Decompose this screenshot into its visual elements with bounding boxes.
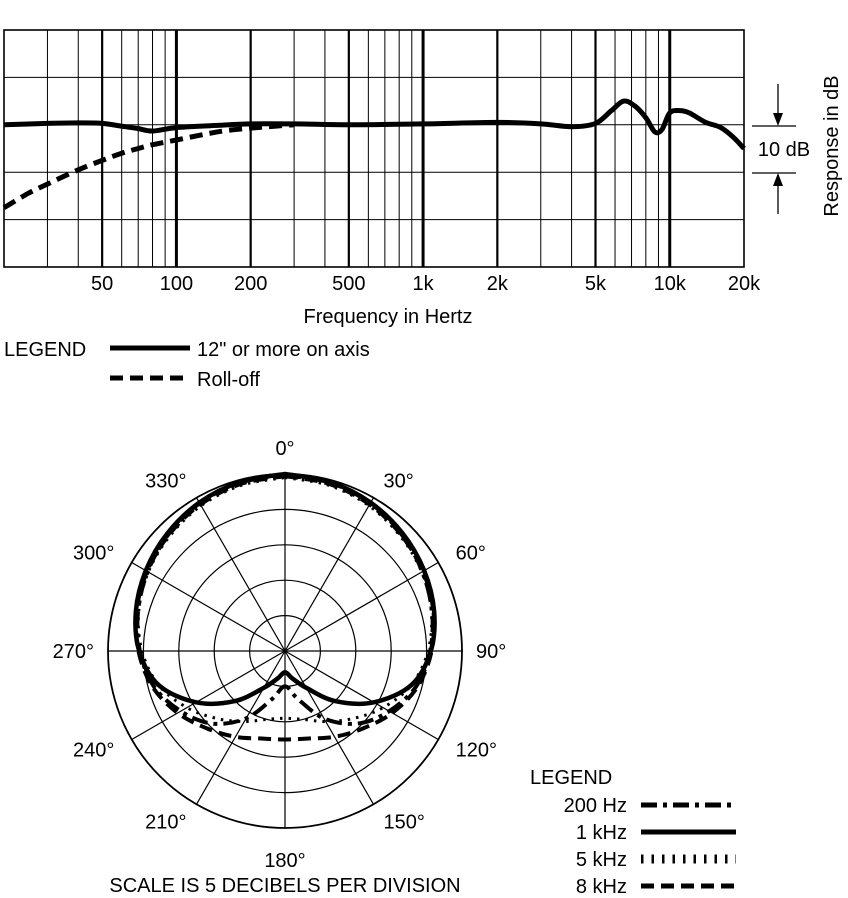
- fr-x-tick-label: 10k: [654, 273, 687, 295]
- fr-x-tick-label: 200: [234, 273, 267, 295]
- fr-series-lines: [2, 98, 746, 210]
- polar-angle-label: 30°: [384, 470, 414, 492]
- fr-x-tick-labels: 50 100 200 500 1k 2k 5k 10k 20k: [91, 273, 761, 295]
- polar-spoke: [131, 650, 286, 741]
- fr-legend-label-solid: 12" or more on axis: [197, 339, 370, 361]
- polar-legend-label: 8 kHz: [576, 876, 627, 898]
- polar-angle-label: 210°: [145, 812, 186, 834]
- fr-x-tick-label: 1k: [413, 273, 435, 295]
- polar-angle-label: 90°: [476, 641, 506, 663]
- polar-angle-labels: 0° 30° 60° 90° 120° 150° 180° 210° 240° 270° 300° 3…: [53, 438, 507, 872]
- polar-spoke: [284, 650, 439, 741]
- polar-legend-label: 200 Hz: [564, 795, 627, 817]
- polar-angle-label: 120°: [456, 740, 497, 762]
- polar-angle-label: 270°: [53, 641, 94, 663]
- polar-spoke: [131, 561, 286, 652]
- fr-legend-label-dashed: Roll-off: [197, 369, 260, 391]
- fr-legend: LEGEND 12" or more on axis Roll-off: [4, 339, 370, 391]
- fr-grid: [4, 30, 744, 267]
- fr-scale-label: 10 dB: [758, 139, 810, 161]
- polar-grid: [107, 473, 463, 829]
- fr-x-tick-label: 50: [91, 273, 113, 295]
- polar-series-lines: [133, 471, 437, 742]
- polar-angle-label: 150°: [384, 812, 425, 834]
- fr-plot-border: [3, 29, 745, 268]
- polar-angle-label: 240°: [73, 740, 114, 762]
- polar-series-line: [133, 471, 437, 706]
- polar-angle-label: 300°: [73, 543, 114, 565]
- polar-pattern-chart: 0° 30° 60° 90° 120° 150° 180° 210° 240° 270° 300° 3…: [53, 438, 736, 898]
- fr-x-tick-label: 100: [160, 273, 193, 295]
- polar-angle-label: 0°: [275, 438, 294, 460]
- fr-series-line-on-axis: [3, 98, 746, 151]
- fr-y-axis-label: Response in dB: [821, 75, 843, 216]
- polar-legend-title: LEGEND: [530, 767, 612, 789]
- polar-spoke: [195, 650, 286, 805]
- fr-series-line-roll-off: [2, 122, 295, 210]
- polar-spoke: [195, 497, 286, 652]
- polar-legend: LEGEND 200 Hz 1 kHz 5 kHz 8 kHz: [530, 767, 736, 898]
- polar-angle-label: 330°: [145, 470, 186, 492]
- fr-scale-bracket: 10 dB: [752, 84, 810, 214]
- fr-x-axis-label: Frequency in Hertz: [304, 306, 473, 328]
- fr-x-tick-label: 20k: [728, 273, 761, 295]
- polar-spoke: [284, 650, 375, 805]
- fr-x-tick-label: 2k: [487, 273, 509, 295]
- polar-spoke: [284, 497, 375, 652]
- polar-legend-label: 1 kHz: [576, 822, 627, 844]
- polar-legend-label: 5 kHz: [576, 849, 627, 871]
- fr-x-tick-label: 5k: [585, 273, 607, 295]
- polar-angle-label: 180°: [264, 850, 305, 872]
- fr-legend-title: LEGEND: [4, 339, 86, 361]
- polar-angle-label: 60°: [456, 543, 486, 565]
- polar-scale-note: SCALE IS 5 DECIBELS PER DIVISION: [109, 875, 460, 897]
- polar-spoke: [284, 561, 439, 652]
- polar-series-line: [133, 474, 437, 742]
- frequency-response-chart: 50 100 200 500 1k 2k 5k 10k 20k Frequency in Her…: [2, 29, 843, 391]
- fr-x-tick-label: 500: [332, 273, 365, 295]
